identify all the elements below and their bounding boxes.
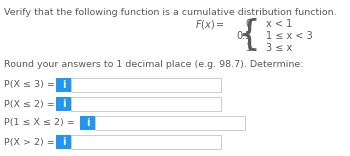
- FancyBboxPatch shape: [71, 97, 221, 111]
- FancyBboxPatch shape: [71, 78, 221, 92]
- Text: x < 1: x < 1: [266, 19, 292, 29]
- FancyBboxPatch shape: [80, 116, 95, 130]
- Text: 3 ≤ x: 3 ≤ x: [266, 43, 292, 53]
- Text: i: i: [62, 137, 65, 147]
- Text: $F(x) =$: $F(x) =$: [195, 18, 225, 31]
- Text: P(1 ≤ X ≤ 2) =: P(1 ≤ X ≤ 2) =: [4, 119, 75, 127]
- Text: i: i: [62, 99, 65, 109]
- FancyBboxPatch shape: [56, 97, 71, 111]
- Text: i: i: [62, 80, 65, 90]
- FancyBboxPatch shape: [95, 116, 245, 130]
- Text: $\{$: $\{$: [237, 16, 258, 53]
- Text: P(X ≤ 3) =: P(X ≤ 3) =: [4, 80, 55, 90]
- FancyBboxPatch shape: [56, 135, 71, 149]
- Text: P(X ≤ 2) =: P(X ≤ 2) =: [4, 100, 55, 109]
- Text: 0.5: 0.5: [237, 31, 252, 41]
- Text: 1 ≤ x < 3: 1 ≤ x < 3: [266, 31, 313, 41]
- Text: 0: 0: [246, 19, 252, 29]
- Text: Verify that the following function is a cumulative distribution function.: Verify that the following function is a …: [4, 8, 337, 17]
- Text: P(X > 2) =: P(X > 2) =: [4, 137, 55, 146]
- Text: 1: 1: [246, 43, 252, 53]
- Text: Round your answers to 1 decimal place (e.g. 98.7). Determine:: Round your answers to 1 decimal place (e…: [4, 60, 303, 69]
- Text: i: i: [86, 118, 89, 128]
- FancyBboxPatch shape: [71, 135, 221, 149]
- FancyBboxPatch shape: [56, 78, 71, 92]
